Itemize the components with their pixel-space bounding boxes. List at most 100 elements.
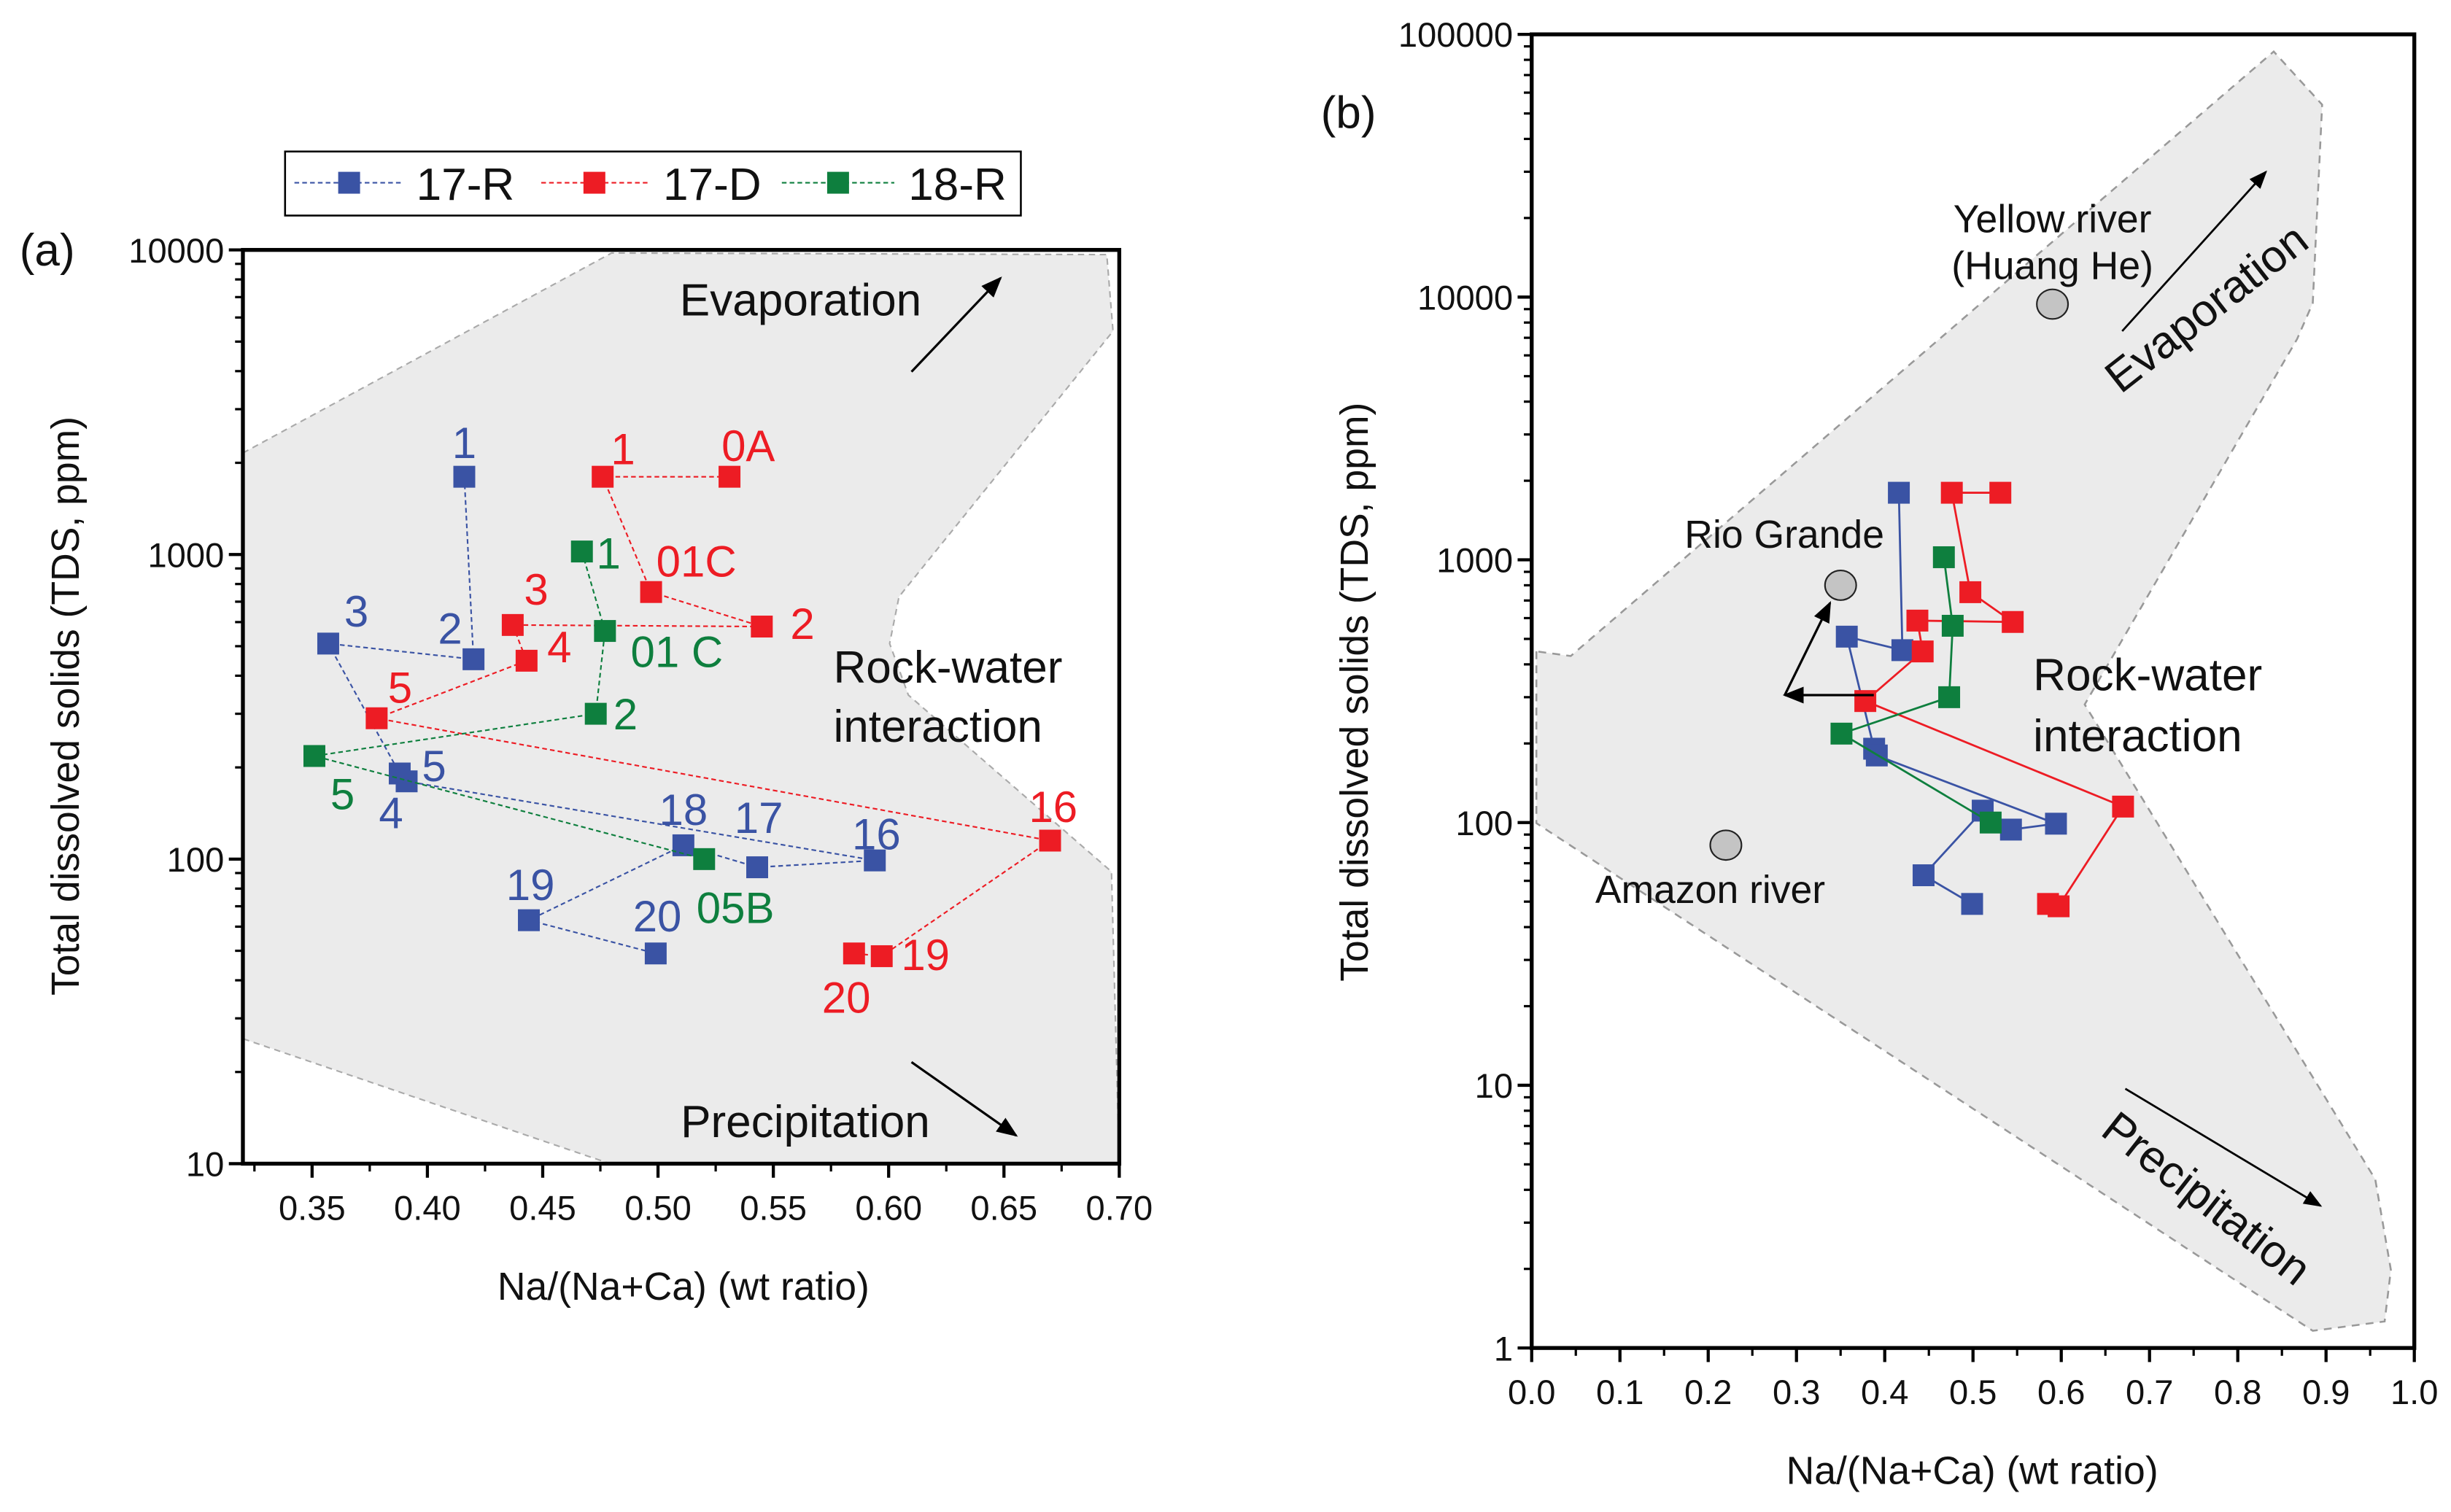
data-point-label: 5 [422, 742, 446, 791]
annotation-interaction-b: interaction [2033, 711, 2242, 761]
data-point [1941, 614, 1964, 637]
legend-item-17-R: 17-R [294, 160, 515, 210]
data-point [453, 465, 476, 488]
series-line-17-R [327, 476, 875, 955]
legend-box [284, 150, 1022, 217]
reference-point-label: Amazon river [1595, 869, 1825, 912]
data-point [1891, 639, 1913, 662]
data-point [462, 648, 485, 670]
data-point [1888, 481, 1910, 504]
data-point [1989, 481, 2012, 504]
data-point-label: 16 [852, 810, 901, 859]
data-point [501, 613, 524, 636]
data-point [746, 856, 768, 879]
data-point [1854, 690, 1877, 713]
series-line-series-0 [1845, 492, 2056, 905]
y-tick-label: 1000 [147, 535, 224, 574]
data-point [395, 770, 418, 793]
reference-point-marker [1824, 570, 1857, 601]
x-tick-label: 0.0 [1508, 1373, 1556, 1411]
x-tick-label: 1.0 [2390, 1373, 2439, 1411]
data-point-label: 5 [330, 769, 355, 818]
data-point-label: 4 [379, 788, 403, 837]
x-tick-label: 0.9 [2302, 1373, 2350, 1411]
x-tick-label: 0.8 [2214, 1373, 2261, 1411]
y-tick-label: 1 [1494, 1329, 1513, 1368]
reference-point-label: Yellow river [1954, 198, 2152, 241]
legend-label: 18-R [908, 160, 1007, 210]
data-point [1911, 640, 1934, 663]
plot-frame-a [241, 247, 1122, 1166]
data-point [1932, 546, 1955, 568]
legend: 17-R 17-D 18-R [284, 150, 1022, 217]
series-line-series-1 [1863, 492, 2125, 908]
data-point [570, 540, 593, 563]
data-point [1039, 829, 1061, 852]
data-point [644, 942, 667, 965]
x-tick-label: 0.45 [509, 1189, 576, 1228]
data-point-label: 20 [633, 892, 682, 941]
x-tick-label: 0.40 [394, 1189, 461, 1228]
x-tick-label: 0.2 [1684, 1373, 1732, 1411]
y-tick-label: 10000 [1417, 278, 1513, 317]
data-point [2045, 813, 2067, 835]
data-point [672, 834, 694, 856]
data-point [1940, 481, 1963, 504]
legend-item-18-R: 18-R [781, 160, 1007, 210]
data-point [584, 702, 607, 725]
x-tick-label: 0.50 [624, 1189, 692, 1228]
data-point [518, 909, 541, 931]
data-point [864, 849, 886, 872]
x-tick-label: 0.1 [1596, 1373, 1643, 1411]
panel-label-b: (b) [1321, 88, 1376, 139]
data-point-label: 0A [721, 422, 775, 470]
legend-marker [338, 171, 360, 194]
data-point [592, 465, 614, 488]
data-point [1906, 609, 1929, 632]
legend-label: 17-R [417, 160, 515, 210]
data-point-label: 01C [657, 537, 737, 586]
data-point-label: 2 [613, 690, 638, 739]
data-point-label: 20 [822, 974, 871, 1023]
legend-item-17-D: 17-D [541, 160, 762, 210]
data-point [1999, 818, 2022, 841]
chart-b: 0.0 0.1 0.2 0.3 0.4 0.5 0.6 0.7 0.8 0.9 1.0 1 10 100 1… [1321, 15, 2439, 1492]
data-point-label: 01 C [631, 627, 724, 676]
data-point-label: 2 [790, 600, 814, 648]
x-axis-title-a: Na/(Na+Ca) (wt ratio) [497, 1265, 870, 1309]
data-point-label: 1 [611, 425, 635, 474]
reference-point-marker [1709, 829, 1743, 861]
reference-point-label: Rio Grande [1684, 513, 1884, 557]
y-tick-label: 10 [1475, 1066, 1513, 1105]
annotation-evaporation-a: Evaporation [680, 276, 921, 326]
y-tick-label: 10000 [128, 231, 224, 270]
panel-label-a: (a) [20, 225, 75, 276]
data-point-label: 4 [547, 623, 571, 672]
data-point [843, 942, 865, 965]
x-tick-label: 0.70 [1086, 1189, 1153, 1228]
data-point [2002, 610, 2024, 633]
data-point [1959, 581, 1982, 603]
reference-point-marker [2036, 288, 2069, 320]
data-point [317, 632, 339, 655]
legend-marker [583, 171, 605, 194]
data-point [365, 707, 388, 729]
precipitation-arrow-b [2124, 1088, 2323, 1207]
y-tick-label: 10 [186, 1145, 224, 1184]
data-point [870, 945, 893, 967]
legend-marker [826, 171, 849, 194]
x-tick-label: 0.60 [855, 1189, 922, 1228]
data-point [1835, 625, 1858, 648]
y-tick-label: 1000 [1436, 541, 1513, 580]
data-point [719, 465, 741, 488]
y-axis-title-a: Total dissolved solids (TDS, ppm) [44, 416, 88, 996]
y-axis-title-b: Total dissolved solids (TDS, ppm) [1333, 403, 1376, 982]
data-point-label: 3 [524, 565, 548, 614]
data-point-label: 05B [697, 884, 775, 933]
series-line-17-D [373, 476, 1053, 958]
data-point-label: 2 [438, 604, 462, 653]
data-point-label: 5 [388, 663, 412, 712]
reference-point-label: (Huang He) [1951, 245, 2153, 288]
shaded-region-b [1535, 50, 2392, 1332]
